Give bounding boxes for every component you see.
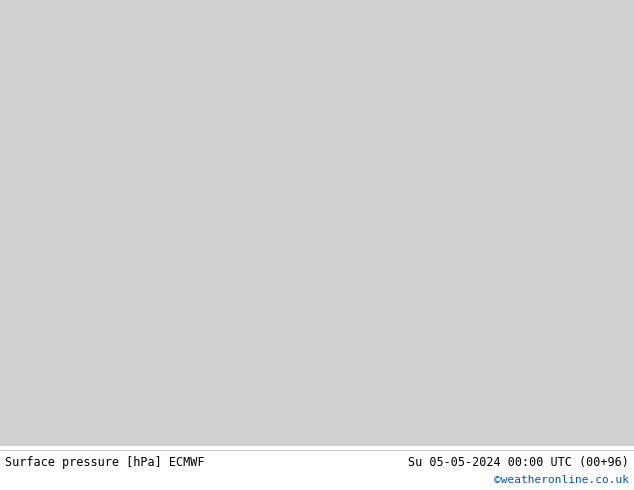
Text: ©weatheronline.co.uk: ©weatheronline.co.uk — [494, 475, 629, 485]
Text: Surface pressure [hPa] ECMWF: Surface pressure [hPa] ECMWF — [5, 457, 205, 469]
Text: Su 05-05-2024 00:00 UTC (00+96): Su 05-05-2024 00:00 UTC (00+96) — [408, 457, 629, 469]
